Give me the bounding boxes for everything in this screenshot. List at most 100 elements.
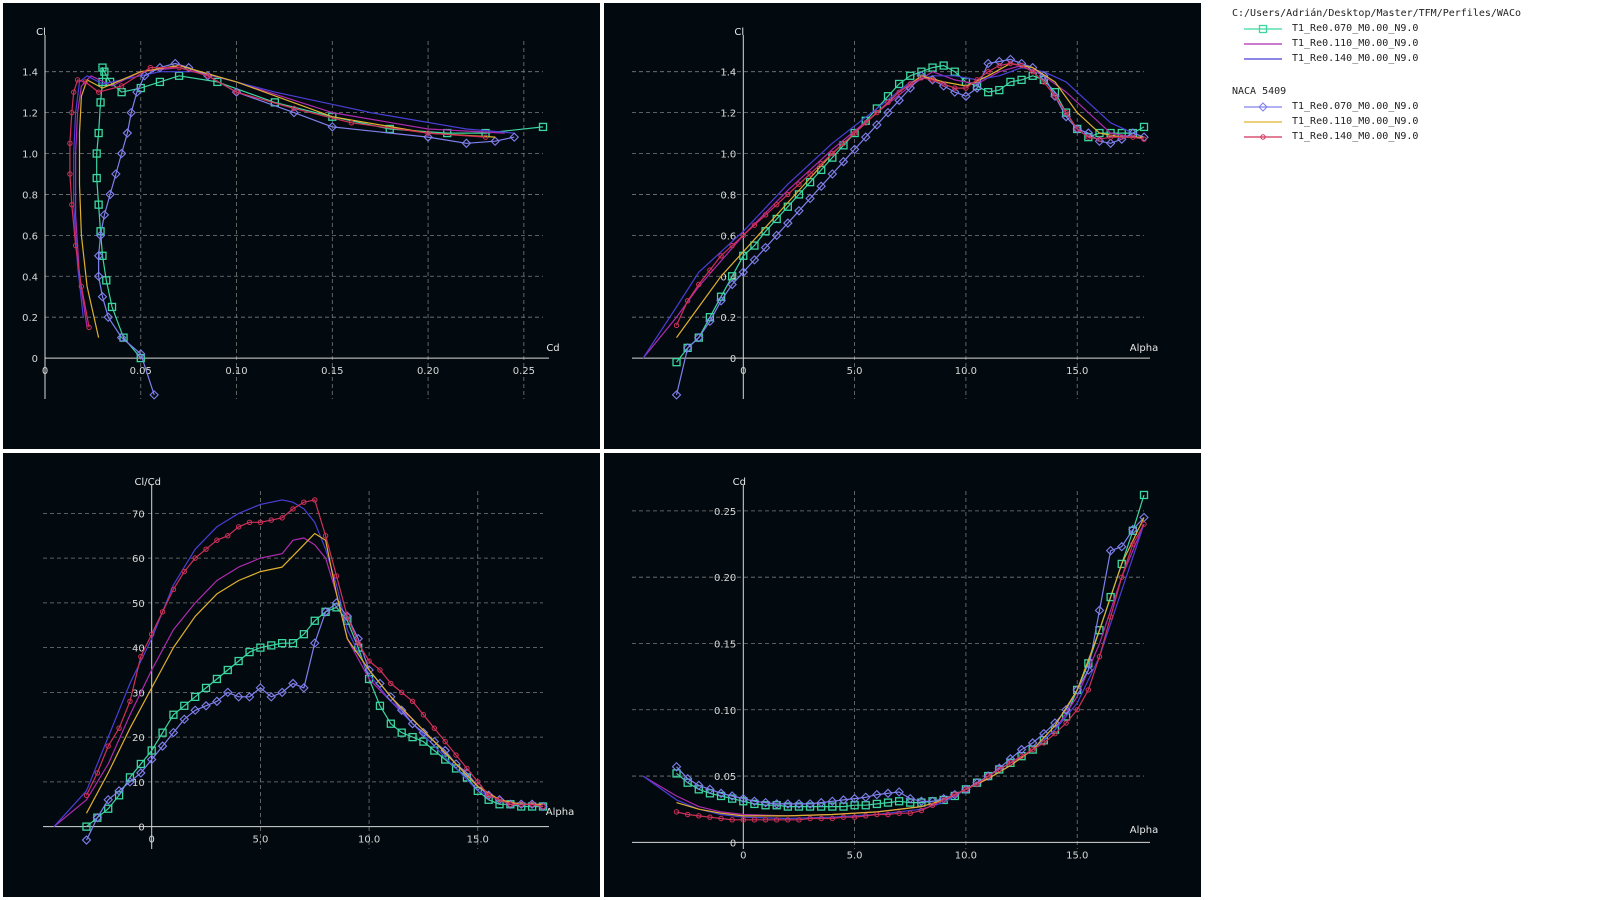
legend-marker — [1260, 133, 1266, 140]
data-point — [751, 817, 758, 823]
data-point — [716, 788, 726, 799]
series-line — [97, 62, 515, 396]
data-point — [442, 738, 448, 745]
data-point — [192, 555, 198, 561]
data-point — [95, 89, 102, 95]
data-point — [885, 811, 891, 818]
y-axis-label: Cl/Cd — [134, 477, 160, 488]
legend: C:/Users/Adrián/Desktop/Master/TFM/Perfi… — [1232, 6, 1600, 166]
data-point — [1107, 134, 1114, 140]
y-tick-label: 0.20 — [714, 573, 736, 584]
y-tick-label: 0 — [730, 354, 736, 365]
data-point — [388, 680, 394, 687]
y-tick-label: 0.10 — [714, 706, 736, 717]
data-point — [146, 754, 157, 765]
data-point — [423, 132, 433, 142]
series-line — [676, 494, 1145, 808]
legend-swatch — [1244, 120, 1282, 123]
data-point — [348, 120, 355, 126]
data-point — [1096, 654, 1103, 660]
chart-cl-vs-alpha: 00.20.40.60.81.01.21.405.010.015.0AlphaC… — [604, 3, 1201, 449]
data-point — [718, 253, 724, 259]
data-point — [872, 799, 882, 809]
series-5 — [85, 532, 543, 814]
data-point — [1130, 134, 1136, 140]
data-point — [490, 136, 500, 147]
data-point — [496, 797, 503, 803]
x-tick-label: 10.0 — [955, 366, 977, 377]
series-line — [675, 58, 1145, 396]
series-line — [642, 64, 1134, 359]
data-point — [684, 298, 691, 304]
data-point — [684, 811, 691, 818]
data-point — [716, 296, 726, 306]
data-point — [807, 815, 813, 822]
data-point — [366, 658, 372, 664]
data-point — [727, 279, 737, 290]
data-point — [816, 181, 826, 192]
data-point — [728, 794, 737, 803]
data-point — [707, 814, 713, 820]
data-point — [727, 791, 737, 801]
data-point — [829, 150, 836, 157]
series-line — [74, 66, 505, 328]
data-point — [310, 616, 319, 625]
series-1 — [92, 63, 548, 363]
data-point — [874, 811, 880, 818]
x-axis-label: Alpha — [546, 807, 574, 818]
data-point — [244, 692, 255, 702]
data-point — [738, 793, 749, 804]
data-point — [94, 200, 103, 209]
data-point — [1061, 704, 1071, 715]
data-point — [773, 201, 780, 208]
data-point — [1117, 559, 1126, 569]
data-point — [794, 802, 804, 811]
data-point — [127, 698, 133, 705]
data-point — [126, 107, 136, 118]
series-line — [676, 517, 1145, 817]
data-point — [771, 230, 782, 241]
legend-group-title: NACA 5409 — [1232, 86, 1287, 97]
data-point — [299, 630, 309, 639]
series-3 — [73, 71, 515, 318]
data-point — [783, 218, 793, 228]
y-tick-label: 0.8 — [720, 190, 736, 201]
data-point — [132, 87, 142, 97]
data-point — [850, 128, 859, 138]
data-point — [312, 497, 318, 503]
data-point — [136, 768, 146, 778]
data-point — [170, 586, 177, 593]
data-point — [322, 533, 329, 539]
data-point — [905, 83, 916, 93]
data-point — [894, 797, 904, 806]
data-point — [105, 189, 115, 200]
y-tick-label: 0.15 — [714, 639, 736, 650]
data-point — [740, 817, 747, 823]
legend-path: C:/Users/Adrián/Desktop/Master/TFM/Perfi… — [1232, 8, 1521, 19]
data-point — [906, 71, 915, 80]
data-point — [916, 796, 927, 807]
data-point — [849, 144, 860, 155]
data-point — [396, 705, 407, 716]
x-tick-label: 5.0 — [252, 835, 268, 846]
data-point — [100, 67, 109, 76]
data-point — [696, 281, 702, 288]
data-point — [907, 810, 913, 816]
data-point — [92, 812, 103, 823]
data-point — [364, 665, 374, 675]
data-point — [1017, 752, 1026, 761]
data-point — [179, 714, 190, 725]
data-point — [81, 835, 92, 845]
data-point — [1105, 138, 1116, 149]
data-point — [818, 161, 824, 167]
legend-label: T1_Re0.110_M0.00_N9.0 — [1292, 116, 1419, 127]
data-point — [863, 120, 869, 126]
data-point — [995, 85, 1004, 95]
data-point — [750, 241, 759, 250]
data-point — [1072, 124, 1082, 134]
data-point — [97, 291, 108, 302]
data-point — [203, 546, 209, 552]
data-point — [331, 598, 342, 608]
data-point — [95, 230, 106, 241]
data-point — [509, 132, 520, 142]
